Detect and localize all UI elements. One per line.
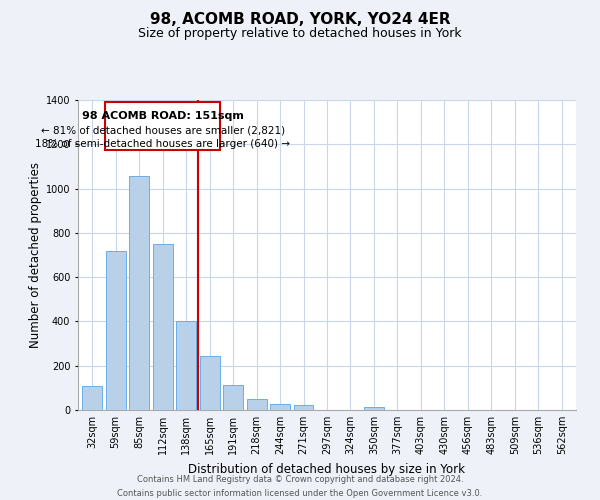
Bar bbox=[223, 385, 243, 410]
Text: ← 81% of detached houses are smaller (2,821): ← 81% of detached houses are smaller (2,… bbox=[41, 126, 284, 136]
Bar bbox=[152, 244, 173, 410]
FancyBboxPatch shape bbox=[105, 102, 220, 150]
Text: Size of property relative to detached houses in York: Size of property relative to detached ho… bbox=[138, 28, 462, 40]
Text: 98, ACOMB ROAD, YORK, YO24 4ER: 98, ACOMB ROAD, YORK, YO24 4ER bbox=[149, 12, 451, 28]
X-axis label: Distribution of detached houses by size in York: Distribution of detached houses by size … bbox=[188, 462, 466, 475]
Bar bbox=[364, 407, 384, 410]
Bar bbox=[200, 356, 220, 410]
Bar bbox=[247, 399, 266, 410]
Bar bbox=[270, 404, 290, 410]
Text: 98 ACOMB ROAD: 151sqm: 98 ACOMB ROAD: 151sqm bbox=[82, 110, 244, 120]
Bar bbox=[82, 386, 102, 410]
Text: 18% of semi-detached houses are larger (640) →: 18% of semi-detached houses are larger (… bbox=[35, 138, 290, 149]
Text: Contains HM Land Registry data © Crown copyright and database right 2024.
Contai: Contains HM Land Registry data © Crown c… bbox=[118, 476, 482, 498]
Bar bbox=[129, 176, 149, 410]
Y-axis label: Number of detached properties: Number of detached properties bbox=[29, 162, 41, 348]
Bar bbox=[106, 250, 125, 410]
Bar bbox=[176, 321, 196, 410]
Bar bbox=[293, 405, 313, 410]
